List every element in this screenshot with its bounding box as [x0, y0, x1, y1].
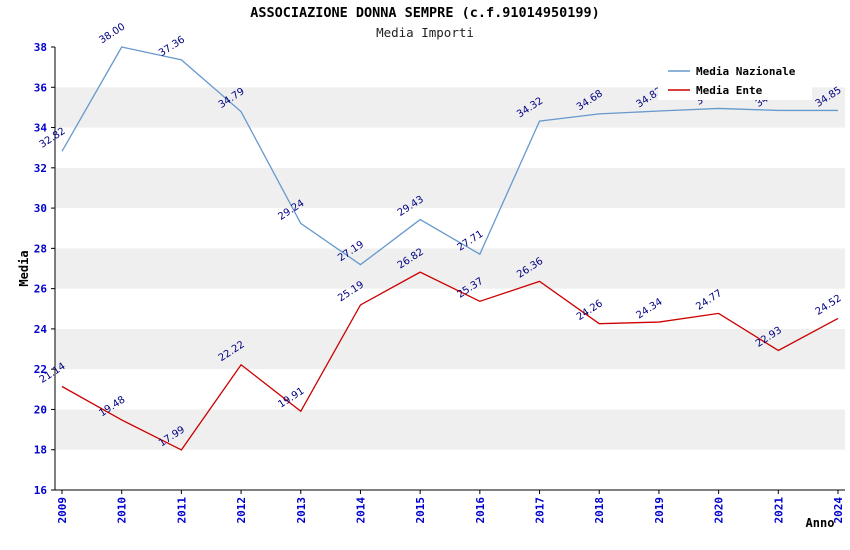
x-tick-label: 2015	[414, 497, 427, 524]
point-label: 38.00	[97, 21, 127, 46]
x-tick-label: 2014	[354, 497, 367, 524]
plot-band	[55, 449, 845, 490]
legend: Media Nazionale Media Ente	[658, 56, 812, 100]
plot-band	[55, 288, 845, 329]
x-tick-label: 2018	[593, 497, 606, 524]
series-line-media-nazionale	[61, 46, 838, 266]
x-tick-label: 2010	[116, 497, 129, 524]
y-tick-label: 32	[34, 162, 47, 175]
plot-band	[55, 369, 845, 410]
y-tick-label: 34	[34, 122, 48, 135]
legend-box	[658, 56, 812, 100]
y-tick-label: 26	[34, 283, 48, 296]
plot-band	[55, 248, 845, 289]
chart-subtitle: Media Importi	[376, 25, 474, 40]
y-tick-label: 24	[34, 323, 48, 336]
y-tick-label: 18	[34, 444, 47, 457]
y-axis-title: Media	[17, 250, 31, 286]
x-tick-label: 2024	[832, 497, 845, 524]
y-tick-label: 16	[34, 484, 48, 497]
chart-title: ASSOCIAZIONE DONNA SEMPRE (c.f.910149501…	[250, 5, 600, 21]
x-tick-label: 2019	[653, 497, 666, 524]
x-tick-label: 2009	[56, 497, 69, 524]
x-axis-title: Anno	[806, 516, 835, 530]
x-tick-label: 2012	[235, 497, 248, 524]
series-line-media-ente	[61, 271, 839, 451]
y-tick-label: 38	[34, 41, 47, 54]
x-tick-label: 2016	[474, 497, 487, 524]
y-tick-label: 20	[34, 403, 47, 416]
x-tick-label: 2021	[772, 497, 785, 524]
y-tick-label: 36	[34, 81, 48, 94]
x-tick-label: 2020	[713, 497, 726, 524]
x-tick-label: 2013	[295, 497, 308, 524]
plot-band	[55, 167, 845, 209]
plot-band	[55, 127, 845, 168]
legend-label: Media Ente	[696, 84, 763, 97]
y-tick-label: 22	[34, 363, 47, 376]
y-tick-label: 30	[34, 202, 47, 215]
x-tick-label: 2011	[175, 497, 188, 524]
legend-label: Media Nazionale	[696, 65, 796, 78]
plot-band	[55, 208, 845, 249]
plot-band	[55, 328, 845, 370]
x-tick-label: 2017	[534, 497, 547, 524]
y-tick-label: 28	[34, 242, 47, 255]
